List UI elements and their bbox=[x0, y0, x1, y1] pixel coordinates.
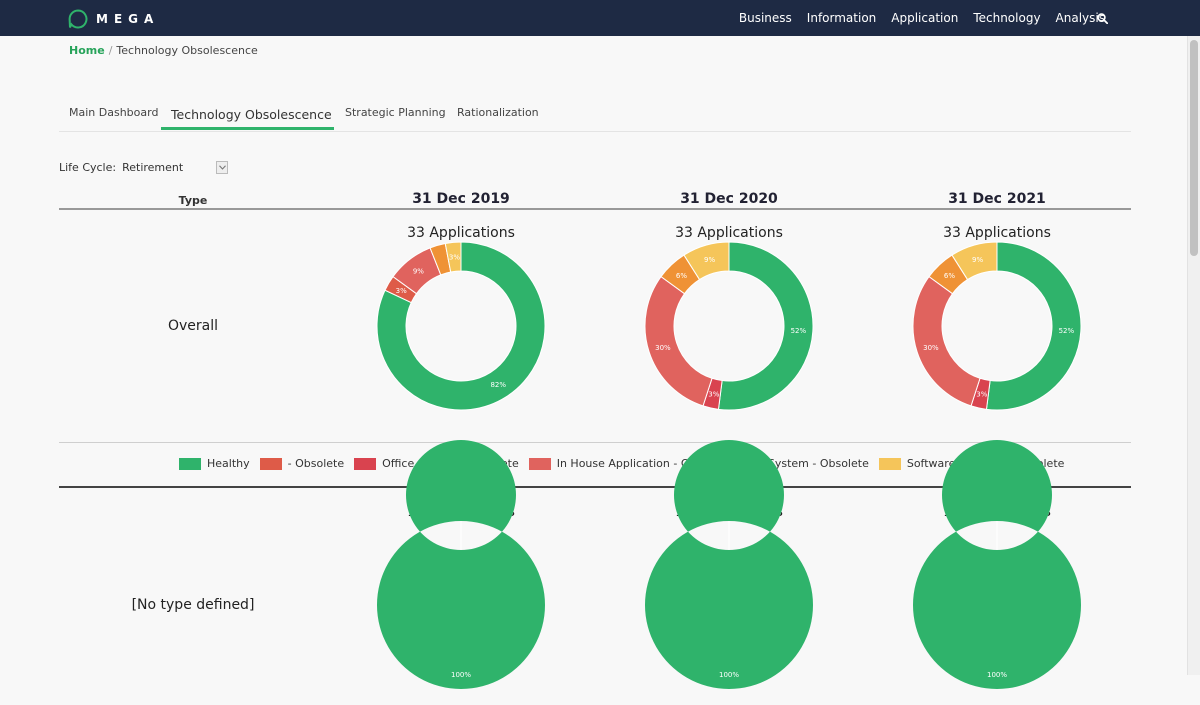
legend-swatch bbox=[259, 457, 282, 470]
slice-value-label: 3% bbox=[396, 287, 407, 295]
type-column-header: Type bbox=[178, 194, 208, 207]
donut-slice-software-package-obsolete[interactable] bbox=[444, 241, 462, 273]
apps-count-2020-overall: 33 Applications bbox=[675, 225, 783, 241]
legend-swatch bbox=[179, 457, 201, 470]
mega-logo-icon bbox=[68, 9, 88, 29]
slice-value-label: 100% bbox=[719, 671, 739, 679]
slice-value-label: 3% bbox=[449, 253, 460, 261]
legend-label: Healthy bbox=[207, 457, 250, 470]
section-divider bbox=[59, 486, 1131, 488]
slice-value-label: 100% bbox=[987, 671, 1007, 679]
nav-technology[interactable]: Technology bbox=[973, 11, 1041, 25]
donut-slice-healthy[interactable] bbox=[717, 241, 814, 411]
main-nav: Business Information Application Technol… bbox=[724, 0, 1105, 36]
dashboard-tabs: Main Dashboard Technology Obsolescence S… bbox=[59, 96, 1131, 132]
breadcrumb-home-link[interactable]: Home bbox=[69, 44, 105, 57]
slice-value-label: 52% bbox=[791, 327, 807, 335]
lifecycle-filter: Life Cycle: Retirement bbox=[59, 161, 229, 174]
slice-value-label: 9% bbox=[972, 256, 983, 264]
legend-label: - Obsolete bbox=[287, 457, 345, 470]
tab-technology-obsolescence[interactable]: Technology Obsolescence bbox=[171, 107, 332, 122]
tab-rationalization[interactable]: Rationalization bbox=[457, 106, 539, 119]
nav-information[interactable]: Information bbox=[806, 11, 877, 25]
donut-slice-in-house-application-obsolete[interactable] bbox=[912, 275, 981, 407]
slice-value-label: 9% bbox=[413, 268, 424, 276]
header-divider bbox=[59, 208, 1131, 210]
tab-main-dashboard[interactable]: Main Dashboard bbox=[69, 106, 159, 119]
legend-swatch bbox=[528, 457, 551, 470]
donut-slice-healthy[interactable] bbox=[985, 241, 1082, 411]
donut-chart-overall-2021[interactable]: 52% 3% 30% 6% 9% bbox=[897, 226, 1097, 426]
top-navbar: MEGA Business Information Application Te… bbox=[0, 0, 1200, 36]
donut-chart-overall-2019[interactable]: 82% 3% 9% 3% bbox=[361, 226, 561, 426]
nav-business[interactable]: Business bbox=[738, 11, 792, 25]
chevron-down-icon[interactable] bbox=[216, 161, 229, 174]
date-column-header-2021: 31 Dec 2021 bbox=[948, 191, 1046, 207]
donut-slice-in-house-application-obsolete[interactable] bbox=[644, 275, 713, 407]
slice-value-label: 52% bbox=[1059, 327, 1075, 335]
breadcrumb: Home / Technology Obsolescence bbox=[69, 44, 258, 57]
donut-slice-software-package-obsolete[interactable] bbox=[683, 241, 730, 281]
apps-count-2021-overall: 33 Applications bbox=[943, 225, 1051, 241]
date-column-header-2020: 31 Dec 2020 bbox=[680, 191, 778, 207]
donut-slice-healthy[interactable] bbox=[376, 440, 545, 689]
lifecycle-label: Life Cycle: bbox=[59, 161, 117, 174]
legend-swatch bbox=[878, 457, 901, 470]
legend-swatch bbox=[354, 457, 377, 470]
legend-item-obsolete[interactable]: - Obsolete bbox=[259, 457, 345, 470]
donut-slice-healthy[interactable] bbox=[376, 241, 546, 411]
slice-value-label: 6% bbox=[944, 272, 955, 280]
slice-value-label: 3% bbox=[976, 390, 987, 398]
chart-legend: Healthy - Obsolete Office System - Obsol… bbox=[179, 457, 1074, 470]
lifecycle-selected-value: Retirement bbox=[122, 161, 184, 174]
slice-value-label: 6% bbox=[676, 272, 687, 280]
slice-value-label: 82% bbox=[490, 381, 506, 389]
breadcrumb-separator: / bbox=[108, 44, 113, 57]
slice-value-label: 30% bbox=[923, 344, 939, 352]
breadcrumb-current: Technology Obsolescence bbox=[116, 44, 258, 57]
legend-item-healthy[interactable]: Healthy bbox=[179, 457, 250, 470]
donut-slice-healthy[interactable] bbox=[644, 440, 813, 689]
slice-value-label: 100% bbox=[451, 671, 471, 679]
donut-chart-no-type-2019[interactable]: 100% bbox=[361, 440, 561, 705]
slice-value-label: 30% bbox=[655, 344, 671, 352]
donut-chart-no-type-2020[interactable]: 100% bbox=[629, 440, 829, 705]
tab-strategic-planning[interactable]: Strategic Planning bbox=[345, 106, 446, 119]
slice-value-label: 3% bbox=[708, 390, 719, 398]
brand-name: MEGA bbox=[96, 12, 160, 26]
search-icon[interactable] bbox=[1097, 13, 1108, 24]
active-tab-indicator bbox=[161, 127, 334, 130]
brand-logo[interactable]: MEGA bbox=[68, 9, 159, 29]
lifecycle-select[interactable]: Retirement bbox=[122, 161, 229, 174]
legend-label: System - Obsolete bbox=[767, 457, 869, 470]
apps-count-2019-overall: 33 Applications bbox=[407, 225, 515, 241]
donut-slice-healthy[interactable] bbox=[912, 440, 1081, 689]
row-label-no-type-defined: [No type defined] bbox=[131, 597, 255, 613]
donut-chart-no-type-2021[interactable]: 100% bbox=[897, 440, 1097, 705]
slice-value-label: 9% bbox=[704, 256, 715, 264]
scrollbar-thumb[interactable] bbox=[1190, 40, 1198, 256]
date-column-header-2019: 31 Dec 2019 bbox=[412, 191, 510, 207]
row-divider bbox=[59, 442, 1131, 443]
donut-chart-overall-2020[interactable]: 52% 3% 30% 6% 9% bbox=[629, 226, 829, 426]
donut-slice-software-package-obsolete[interactable] bbox=[951, 241, 998, 281]
nav-analysis[interactable]: Analysis bbox=[1055, 11, 1105, 25]
row-label-overall: Overall bbox=[167, 318, 219, 334]
nav-application[interactable]: Application bbox=[891, 11, 959, 25]
page-scrollbar[interactable] bbox=[1187, 36, 1200, 675]
